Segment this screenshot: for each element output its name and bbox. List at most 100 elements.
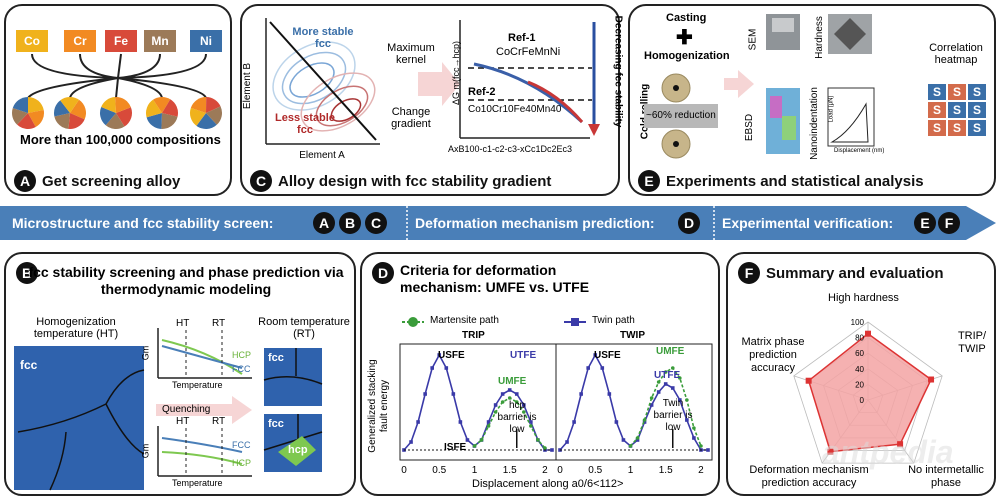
legend-twin-marker bbox=[571, 318, 579, 326]
ht-label-bottom: HT bbox=[176, 416, 190, 427]
less-stable-label: Less stable fcc bbox=[275, 112, 335, 136]
twin-point bbox=[486, 420, 491, 424]
legend-martensite: Martensite path bbox=[430, 315, 499, 326]
twin-point bbox=[500, 392, 505, 396]
panel-f: F Summary and evaluation 100 80 60 40 20 0 Hi… bbox=[726, 252, 996, 496]
twin-point bbox=[437, 353, 442, 357]
element-box-fe: Fe bbox=[105, 30, 137, 52]
heatmap-cell: S bbox=[948, 102, 966, 118]
twin-point bbox=[642, 420, 647, 424]
temperature-label-top: Temperature bbox=[172, 380, 223, 390]
martensite-point bbox=[628, 444, 633, 448]
phase-diagram bbox=[14, 328, 323, 491]
twin-point bbox=[522, 403, 526, 407]
twin-point bbox=[614, 420, 619, 424]
twin-point bbox=[409, 440, 413, 444]
composition-pie bbox=[146, 97, 178, 129]
twin-barrier-note: Twin barrier is low bbox=[653, 398, 693, 433]
twin-point bbox=[649, 403, 654, 407]
heatmap-cell: S bbox=[928, 102, 946, 118]
panel-d-title: Criteria for deformation mechanism: UMFE… bbox=[400, 262, 590, 295]
martensite-point bbox=[472, 444, 477, 448]
gm-label-top: Gm bbox=[140, 345, 151, 361]
twin-point bbox=[451, 392, 456, 396]
martensite-point bbox=[678, 376, 682, 380]
isfe-label: ISFE bbox=[444, 442, 467, 453]
martensite-point bbox=[500, 400, 505, 404]
gsfe-y-label: Generalized stacking fault energy bbox=[367, 359, 390, 453]
band-letter-b: B bbox=[339, 212, 361, 234]
max-kernel-label: Maximum kernel bbox=[387, 42, 435, 66]
twip-label: TWIP bbox=[620, 330, 645, 341]
twin-point bbox=[593, 353, 598, 357]
martensite-point bbox=[493, 410, 498, 414]
x-tick-label: 0.5 bbox=[588, 465, 602, 476]
radar-chart: 100 80 60 40 20 0 bbox=[793, 318, 943, 464]
radar-axis-hardness: High hardness bbox=[828, 292, 899, 304]
gm-label-bottom: Gm bbox=[140, 443, 151, 459]
radar-tick-label: 40 bbox=[855, 365, 864, 374]
twin-point bbox=[663, 382, 668, 386]
disp-axis-label: Displacement (nm) bbox=[834, 148, 885, 154]
correlation-heatmap-label: Correlation heatmap bbox=[929, 42, 983, 66]
twin-point bbox=[670, 386, 675, 390]
ebsd-label: EBSD bbox=[744, 113, 756, 142]
nanoindentation-label: Nanoindentation bbox=[808, 87, 820, 160]
twin-point bbox=[416, 420, 420, 424]
martensite-point bbox=[486, 424, 491, 428]
twin-point bbox=[586, 366, 590, 370]
axis-element-a: Element A bbox=[299, 150, 345, 161]
panel-d: D Criteria for deformation mechanism: UM… bbox=[360, 252, 720, 496]
composition-pie bbox=[190, 97, 222, 129]
hardness-label: Hardness bbox=[813, 16, 825, 59]
plus-icon: ✚ bbox=[676, 27, 693, 49]
radar-tick-label: 100 bbox=[851, 318, 865, 327]
panel-f-title: Summary and evaluation bbox=[766, 264, 944, 282]
martensite-point bbox=[685, 398, 689, 402]
panel-c-caption: Alloy design with fcc stability gradient bbox=[278, 172, 552, 190]
twin-point bbox=[565, 440, 569, 444]
x-tick-label: 0 bbox=[557, 465, 563, 476]
room-temp-label: Room temperature (RT) bbox=[258, 316, 350, 340]
ref1-label: Ref-1 bbox=[508, 32, 536, 44]
twin-point bbox=[678, 398, 682, 402]
panel-b-letter: B bbox=[16, 262, 38, 284]
radar-point bbox=[897, 441, 904, 448]
delta-g-label: ΔG m(fcc→hcp) bbox=[451, 41, 461, 106]
martensite-point bbox=[649, 396, 654, 400]
martensite-point bbox=[699, 444, 703, 448]
twin-path-line bbox=[559, 353, 708, 451]
axis-element-b: Element B bbox=[242, 63, 253, 109]
element-box-cr: Cr bbox=[64, 30, 96, 52]
twin-point bbox=[706, 448, 710, 452]
martensite-point bbox=[529, 424, 533, 428]
ht-label-top: HT bbox=[176, 318, 190, 329]
twin-point bbox=[514, 392, 519, 396]
usfe-label-left: USFE bbox=[438, 350, 465, 361]
casting-label: Casting bbox=[666, 12, 707, 24]
x-tick-label: 2 bbox=[698, 465, 704, 476]
twin-point bbox=[444, 366, 449, 370]
heatmap-cell: S bbox=[948, 120, 966, 136]
martensite-point bbox=[507, 396, 512, 400]
twin-point bbox=[550, 448, 554, 452]
usfe-label-right: USFE bbox=[594, 350, 621, 361]
fcc-rt-label-2: fcc bbox=[268, 418, 284, 430]
composition-pie bbox=[100, 97, 132, 129]
radar-tick-label: 0 bbox=[860, 396, 865, 405]
heatmap-cell: S bbox=[968, 84, 986, 100]
formula-x-label: AxB100-c1-c2-c3-xCc1Dc2Ec3 bbox=[448, 144, 573, 154]
workflow-band bbox=[0, 206, 996, 240]
band-letter-e: E bbox=[914, 212, 936, 234]
panel-e: Casting ✚ Homogenization Cold rolling ~6… bbox=[628, 4, 996, 196]
fcc-gradient-label: Decreasing fcc stability bbox=[612, 15, 624, 128]
martensite-point bbox=[522, 410, 526, 414]
umfe-label-left: UMFE bbox=[498, 376, 527, 387]
martensite-point bbox=[642, 418, 647, 422]
composition-pie bbox=[12, 97, 44, 129]
contour-plot: Element B Element A bbox=[242, 18, 600, 161]
heatmap-cell: S bbox=[928, 84, 946, 100]
element-box-ni: Ni bbox=[190, 30, 222, 52]
fcc-curve-label-top: FCC bbox=[232, 364, 251, 374]
trip-label: TRIP bbox=[462, 330, 485, 341]
